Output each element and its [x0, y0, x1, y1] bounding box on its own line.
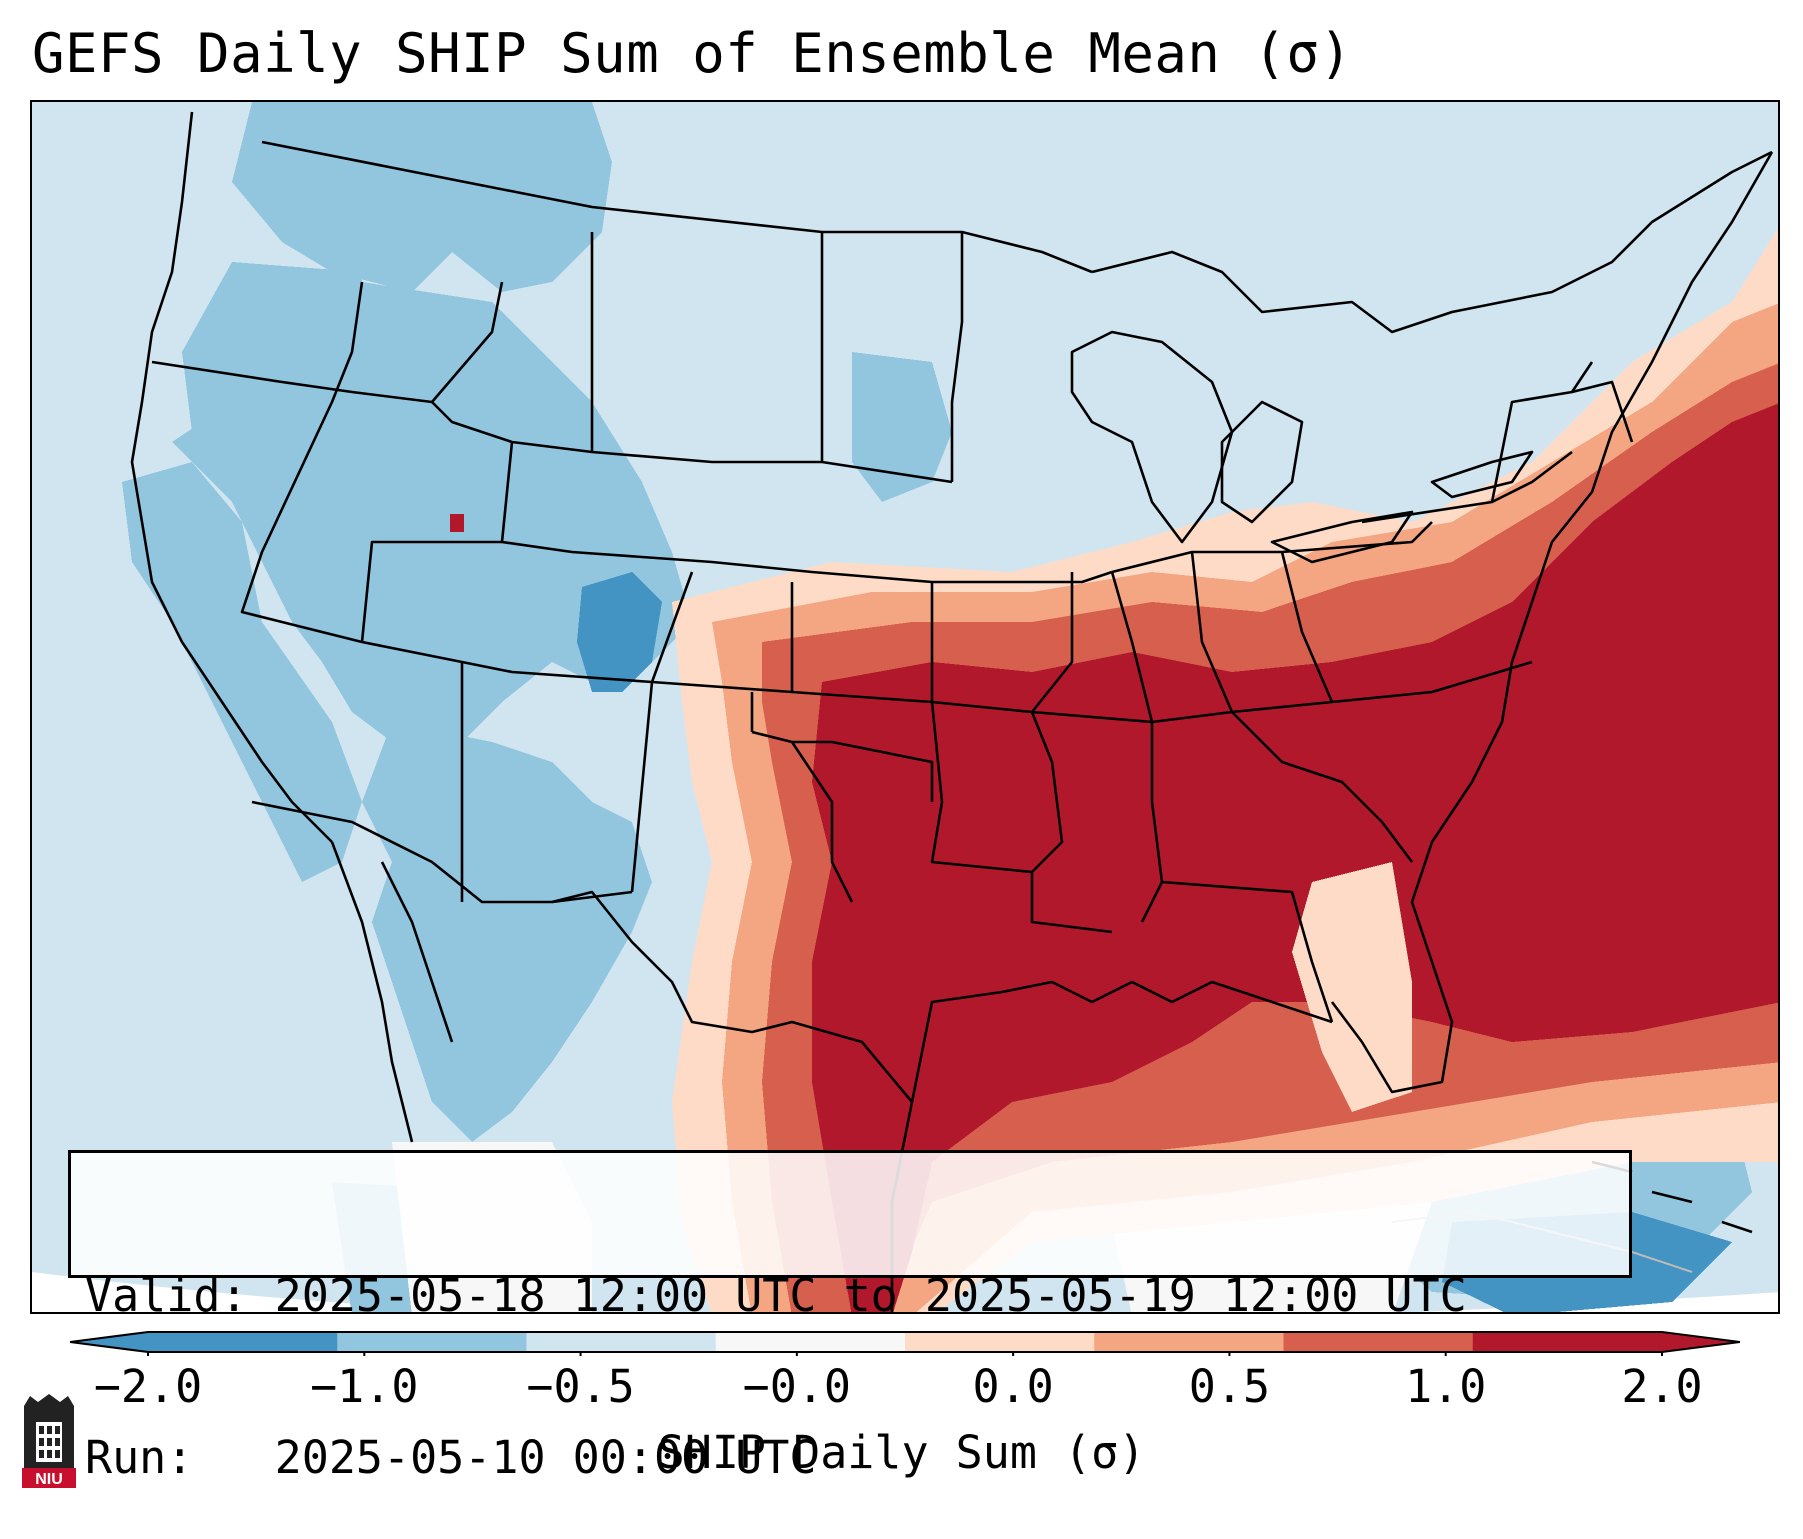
colorbar-tick-label: 0.5	[1188, 1360, 1271, 1413]
colorbar-tick-label: −1.0	[310, 1360, 419, 1413]
colorbar-segment	[526, 1332, 717, 1352]
colorbar-segment	[905, 1332, 1095, 1352]
run-time-text: Run: 2025-05-10 00:00 UTC	[85, 1431, 817, 1484]
colorbar-tick-label: 0.0	[972, 1360, 1054, 1413]
colorbar-label: SHIP Daily Sum (σ)	[657, 1426, 1146, 1479]
svg-text:NIU: NIU	[35, 1471, 63, 1488]
colorbar-segment	[337, 1332, 527, 1352]
valid-time-text: Valid: 2025-05-18 12:00 UTC to 2025-05-1…	[85, 1269, 1467, 1322]
colorbar-segment	[1283, 1332, 1474, 1352]
ship-anomaly-map	[32, 102, 1778, 1312]
positive-anomaly-regions	[450, 228, 1778, 1312]
colorbar-extend-low	[70, 1332, 148, 1352]
isolated-positive-cell	[450, 514, 464, 532]
colorbar-extend-high	[1662, 1332, 1740, 1352]
colorbar-tick-label: −0.5	[526, 1360, 635, 1413]
colorbar-tick-label: 2.0	[1621, 1360, 1703, 1413]
colorbar-segment	[1472, 1332, 1663, 1352]
valid-time-box: Valid: 2025-05-18 12:00 UTC to 2025-05-1…	[68, 1150, 1632, 1484]
colorbar-tick-label: −0.0	[742, 1360, 852, 1413]
colorbar-segment	[715, 1332, 906, 1352]
niu-logo-icon: NIU	[22, 1394, 76, 1488]
colorbar-tick-label: −2.0	[93, 1360, 203, 1413]
colorbar-segment	[148, 1332, 338, 1352]
map-panel	[30, 100, 1780, 1314]
colorbar-tick-label: 1.0	[1405, 1360, 1487, 1413]
page-title: GEFS Daily SHIP Sum of Ensemble Mean (σ)	[32, 22, 1353, 85]
colorbar	[70, 1331, 1740, 1356]
colorbar-segment	[1094, 1332, 1284, 1352]
